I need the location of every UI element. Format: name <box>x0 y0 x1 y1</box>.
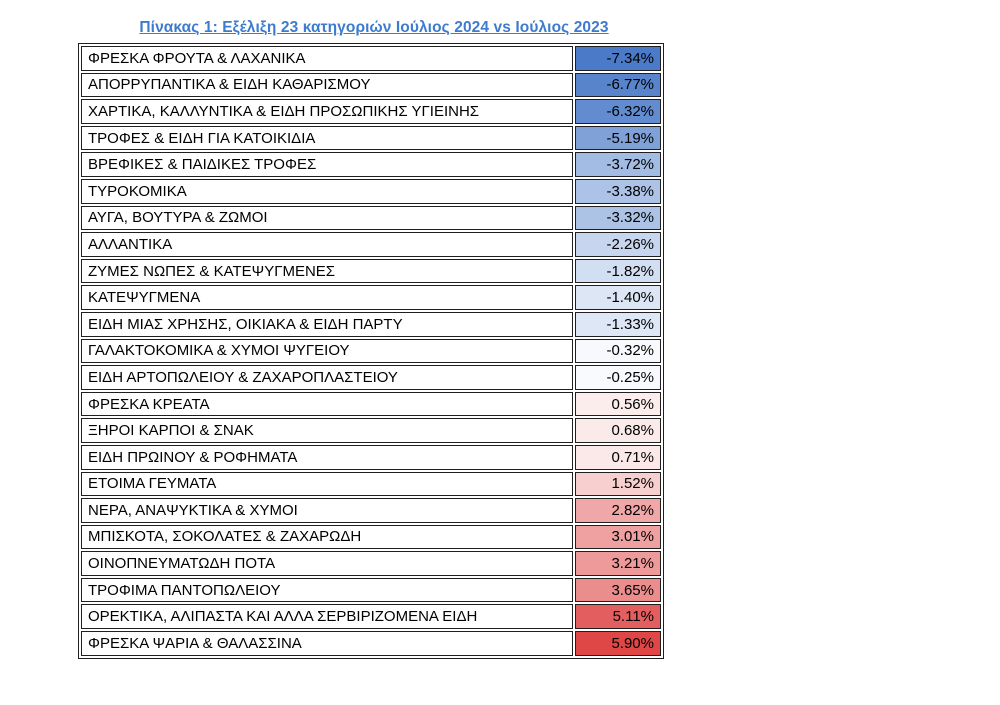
category-cell: ΑΠΟΡΡΥΠΑΝΤΙΚΑ & ΕΙΔΗ ΚΑΘΑΡΙΣΜΟΥ <box>81 72 573 98</box>
table-row: ΜΠΙΣΚΟΤΑ, ΣΟΚΟΛΑΤΕΣ & ΖΑΧΑΡΩΔΗ 3.01% <box>81 524 661 550</box>
category-cell: ΕΙΔΗ ΑΡΤΟΠΩΛΕΙΟΥ & ΖΑΧΑΡΟΠΛΑΣΤΕΙΟΥ <box>81 365 573 390</box>
value-cell: -5.19% <box>575 125 661 151</box>
value-cell: 2.82% <box>575 498 661 523</box>
category-cell: ΕΙΔΗ ΜΙΑΣ ΧΡΗΣΗΣ, ΟΙΚΙΑΚΑ & ΕΙΔΗ ΠΑΡΤΥ <box>81 311 573 337</box>
table-row: ΓΑΛΑΚΤΟΚΟΜΙΚΑ & ΧΥΜΟΙ ΨΥΓΕΙΟΥ -0.32% <box>81 338 661 364</box>
category-cell: ΜΠΙΣΚΟΤΑ, ΣΟΚΟΛΑΤΕΣ & ΖΑΧΑΡΩΔΗ <box>81 524 573 550</box>
value-cell: -2.26% <box>575 232 661 257</box>
category-cell: ΖΥΜΕΣ ΝΩΠΕΣ & ΚΑΤΕΨΥΓΜΕΝΕΣ <box>81 258 573 284</box>
value-cell: 3.01% <box>575 524 661 550</box>
table-row: ΑΠΟΡΡΥΠΑΝΤΙΚΑ & ΕΙΔΗ ΚΑΘΑΡΙΣΜΟΥ -6.77% <box>81 72 661 98</box>
table-row: ΕΤΟΙΜΑ ΓΕΥΜΑΤΑ 1.52% <box>81 471 661 497</box>
table-row: ΕΙΔΗ ΠΡΩΙΝΟΥ & ΡΟΦΗΜΑΤΑ 0.71% <box>81 444 661 470</box>
category-cell: ΓΑΛΑΚΤΟΚΟΜΙΚΑ & ΧΥΜΟΙ ΨΥΓΕΙΟΥ <box>81 338 573 364</box>
table-row: ΤΡΟΦΕΣ & ΕΙΔΗ ΓΙΑ ΚΑΤΟΙΚΙΔΙΑ -5.19% <box>81 125 661 151</box>
table-row: ΚΑΤΕΨΥΓΜΕΝΑ -1.40% <box>81 285 661 310</box>
value-cell: 0.68% <box>575 418 661 443</box>
table-body: ΦΡΕΣΚΑ ΦΡΟΥΤΑ & ΛΑΧΑΝΙΚΑ -7.34% ΑΠΟΡΡΥΠΑΝΤ… <box>81 46 661 656</box>
value-cell: 5.11% <box>575 604 661 630</box>
value-cell: -1.33% <box>575 311 661 337</box>
value-cell: -6.32% <box>575 99 661 124</box>
category-cell: ΦΡΕΣΚΑ ΦΡΟΥΤΑ & ΛΑΧΑΝΙΚΑ <box>81 46 573 71</box>
category-cell: ΟΡΕΚΤΙΚΑ, ΑΛΙΠΑΣΤΑ ΚΑΙ ΑΛΛΑ ΣΕΡΒΙΡΙΖΟΜΕΝ… <box>81 604 573 630</box>
table-row: ΕΙΔΗ ΜΙΑΣ ΧΡΗΣΗΣ, ΟΙΚΙΑΚΑ & ΕΙΔΗ ΠΑΡΤΥ -1… <box>81 311 661 337</box>
category-cell: ΑΥΓΑ, ΒΟΥΤΥΡΑ & ΖΩΜΟΙ <box>81 205 573 231</box>
table-row: ΑΛΛΑΝΤΙΚΑ -2.26% <box>81 232 661 257</box>
table-row: ΦΡΕΣΚΑ ΦΡΟΥΤΑ & ΛΑΧΑΝΙΚΑ -7.34% <box>81 46 661 71</box>
value-cell: -0.32% <box>575 338 661 364</box>
table-row: ΕΙΔΗ ΑΡΤΟΠΩΛΕΙΟΥ & ΖΑΧΑΡΟΠΛΑΣΤΕΙΟΥ -0.25% <box>81 365 661 390</box>
value-cell: -3.32% <box>575 205 661 231</box>
table-row: ΦΡΕΣΚΑ ΨΑΡΙΑ & ΘΑΛΑΣΣΙΝΑ 5.90% <box>81 631 661 656</box>
category-cell: ΕΤΟΙΜΑ ΓΕΥΜΑΤΑ <box>81 471 573 497</box>
category-cell: ΦΡΕΣΚΑ ΨΑΡΙΑ & ΘΑΛΑΣΣΙΝΑ <box>81 631 573 656</box>
value-cell: 3.65% <box>575 577 661 603</box>
table-row: ΟΙΝΟΠΝΕΥΜΑΤΩΔΗ ΠΟΤΑ 3.21% <box>81 551 661 576</box>
table-row: ΞΗΡΟΙ ΚΑΡΠΟΙ & ΣΝΑΚ 0.68% <box>81 418 661 443</box>
value-cell: -3.38% <box>575 178 661 204</box>
table-row: ΑΥΓΑ, ΒΟΥΤΥΡΑ & ΖΩΜΟΙ -3.32% <box>81 205 661 231</box>
table-row: ΤΡΟΦΙΜΑ ΠΑΝΤΟΠΩΛΕΙΟΥ 3.65% <box>81 577 661 603</box>
value-cell: 3.21% <box>575 551 661 576</box>
table-row: ΧΑΡΤΙΚΑ, ΚΑΛΛΥΝΤΙΚΑ & ΕΙΔΗ ΠΡΟΣΩΠΙΚΗΣ ΥΓ… <box>81 99 661 124</box>
category-cell: ΑΛΛΑΝΤΙΚΑ <box>81 232 573 257</box>
category-cell: ΒΡΕΦΙΚΕΣ & ΠΑΙΔΙΚΕΣ ΤΡΟΦΕΣ <box>81 152 573 177</box>
value-cell: -1.82% <box>575 258 661 284</box>
value-cell: -7.34% <box>575 46 661 71</box>
category-cell: ΤΡΟΦΕΣ & ΕΙΔΗ ΓΙΑ ΚΑΤΟΙΚΙΔΙΑ <box>81 125 573 151</box>
table-row: ΖΥΜΕΣ ΝΩΠΕΣ & ΚΑΤΕΨΥΓΜΕΝΕΣ -1.82% <box>81 258 661 284</box>
value-cell: -1.40% <box>575 285 661 310</box>
category-cell: ΞΗΡΟΙ ΚΑΡΠΟΙ & ΣΝΑΚ <box>81 418 573 443</box>
table-row: ΒΡΕΦΙΚΕΣ & ΠΑΙΔΙΚΕΣ ΤΡΟΦΕΣ -3.72% <box>81 152 661 177</box>
value-cell: 5.90% <box>575 631 661 656</box>
value-cell: 0.71% <box>575 444 661 470</box>
categories-table: ΦΡΕΣΚΑ ΦΡΟΥΤΑ & ΛΑΧΑΝΙΚΑ -7.34% ΑΠΟΡΡΥΠΑΝΤ… <box>78 43 664 659</box>
table-row: ΟΡΕΚΤΙΚΑ, ΑΛΙΠΑΣΤΑ ΚΑΙ ΑΛΛΑ ΣΕΡΒΙΡΙΖΟΜΕΝ… <box>81 604 661 630</box>
category-cell: ΝΕΡΑ, ΑΝΑΨΥΚΤΙΚΑ & ΧΥΜΟΙ <box>81 498 573 523</box>
category-cell: ΟΙΝΟΠΝΕΥΜΑΤΩΔΗ ΠΟΤΑ <box>81 551 573 576</box>
table-row: ΝΕΡΑ, ΑΝΑΨΥΚΤΙΚΑ & ΧΥΜΟΙ 2.82% <box>81 498 661 523</box>
category-cell: ΕΙΔΗ ΠΡΩΙΝΟΥ & ΡΟΦΗΜΑΤΑ <box>81 444 573 470</box>
value-cell: 0.56% <box>575 391 661 417</box>
category-cell: ΦΡΕΣΚΑ ΚΡΕΑΤΑ <box>81 391 573 417</box>
category-cell: ΤΡΟΦΙΜΑ ΠΑΝΤΟΠΩΛΕΙΟΥ <box>81 577 573 603</box>
category-cell: ΚΑΤΕΨΥΓΜΕΝΑ <box>81 285 573 310</box>
value-cell: -3.72% <box>575 152 661 177</box>
category-cell: ΤΥΡΟΚΟΜΙΚΑ <box>81 178 573 204</box>
value-cell: -0.25% <box>575 365 661 390</box>
category-cell: ΧΑΡΤΙΚΑ, ΚΑΛΛΥΝΤΙΚΑ & ΕΙΔΗ ΠΡΟΣΩΠΙΚΗΣ ΥΓ… <box>81 99 573 124</box>
table-row: ΤΥΡΟΚΟΜΙΚΑ -3.38% <box>81 178 661 204</box>
value-cell: 1.52% <box>575 471 661 497</box>
table-row: ΦΡΕΣΚΑ ΚΡΕΑΤΑ 0.56% <box>81 391 661 417</box>
value-cell: -6.77% <box>575 72 661 98</box>
table-title: Πίνακας 1: Εξέλιξη 23 κατηγοριών Ιούλιος… <box>139 19 609 36</box>
